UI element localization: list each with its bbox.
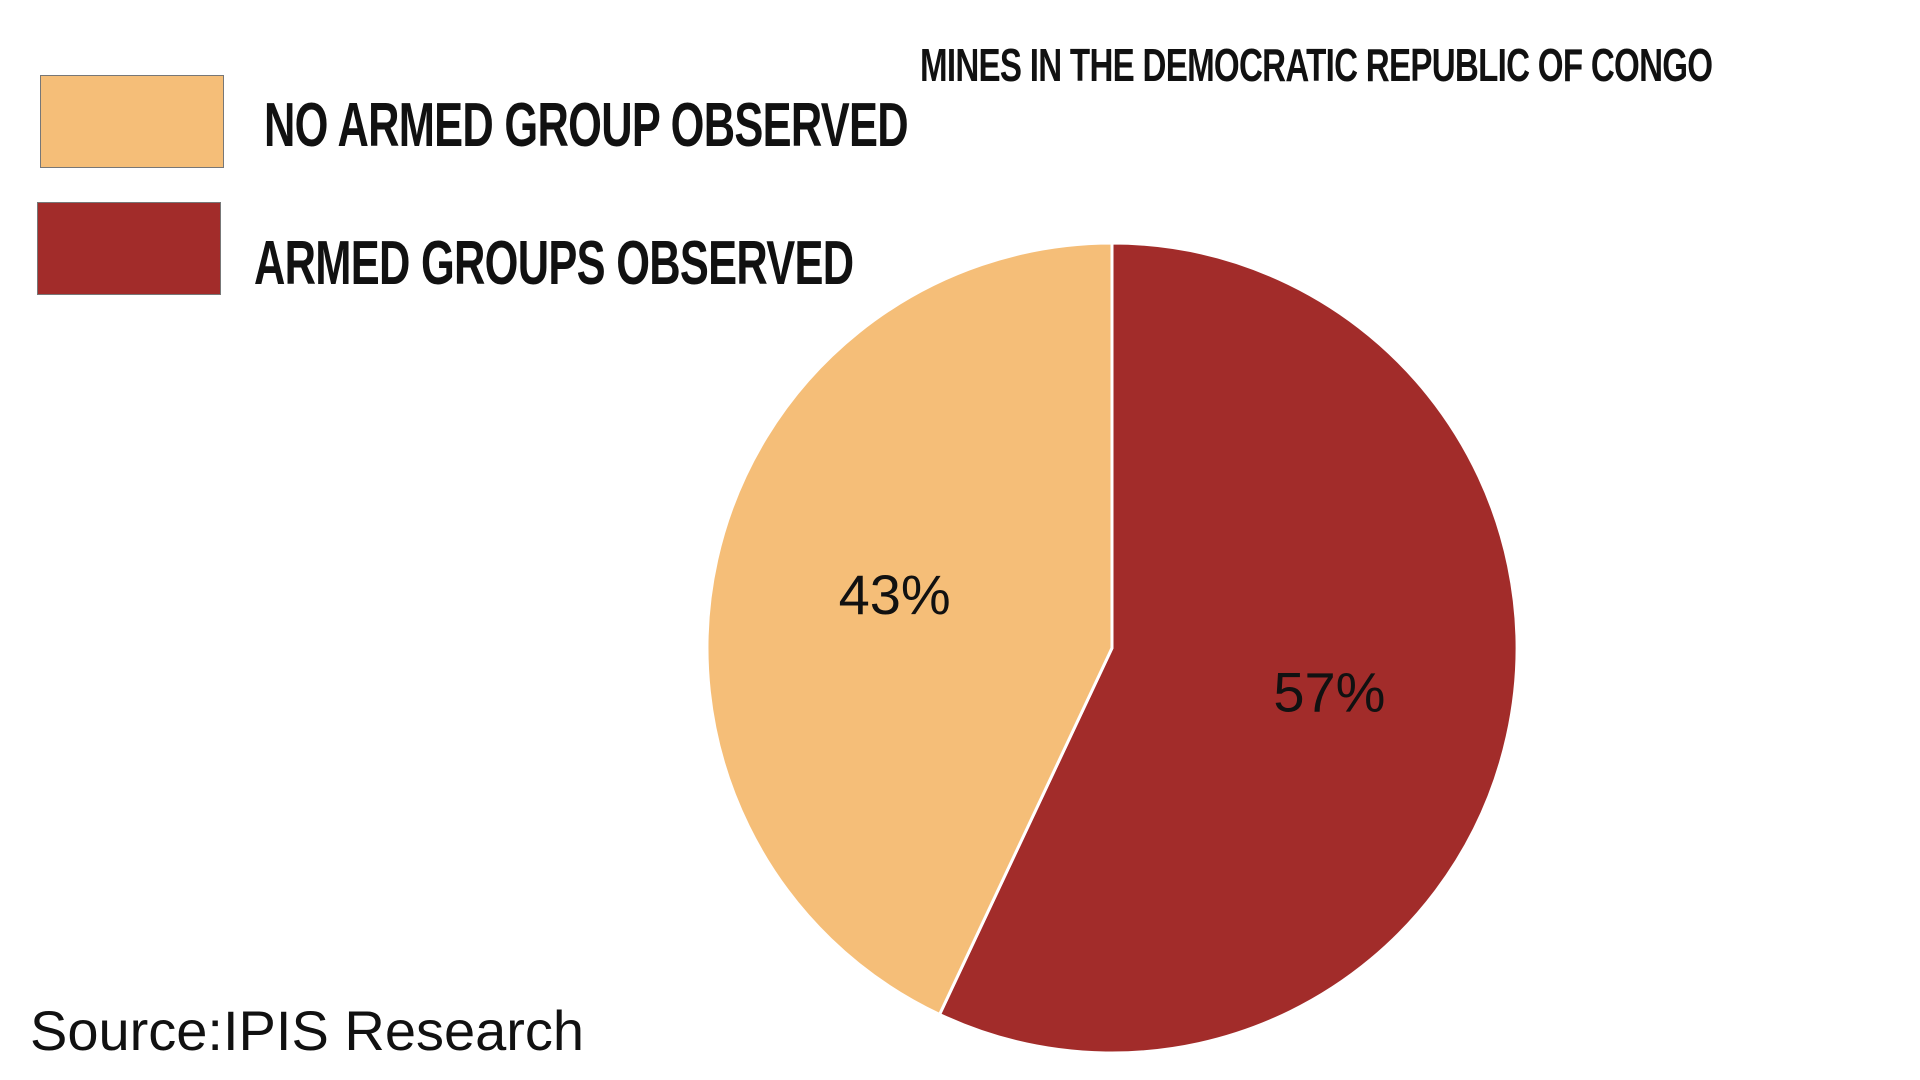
legend-swatch-no-armed-group <box>40 75 224 168</box>
pie-slice-0 <box>937 241 1519 1055</box>
legend-label-armed-groups: ARMED GROUPS OBSERVED <box>254 229 854 298</box>
pie-slice-label-1: 43% <box>839 563 951 626</box>
legend-label-no-armed-group: NO ARMED GROUP OBSERVED <box>264 91 909 160</box>
pie-slice-1 <box>705 241 1114 1017</box>
source-note: Source:IPIS Research <box>30 999 585 1062</box>
legend-swatch-armed-groups <box>37 202 221 295</box>
pie-slice-label-0: 57% <box>1273 660 1385 723</box>
